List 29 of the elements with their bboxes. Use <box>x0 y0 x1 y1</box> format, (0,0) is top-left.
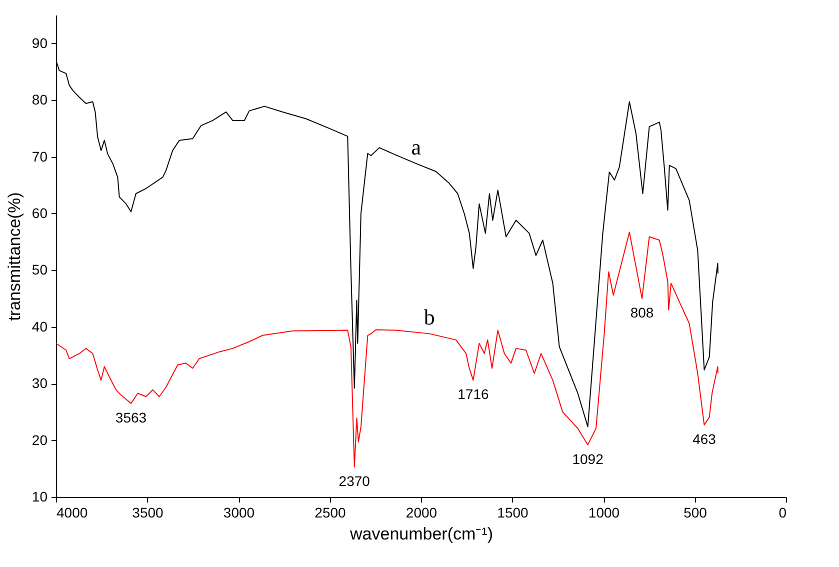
x-tick-label: 3000 <box>223 504 255 520</box>
annotation: 808 <box>630 304 654 321</box>
x-tick-label: 1000 <box>588 504 620 520</box>
y-tick-label: 30 <box>32 375 48 392</box>
y-tick-label: 40 <box>32 318 48 334</box>
x-tick-label: 2000 <box>406 504 438 520</box>
y-tick-label: 50 <box>32 262 48 278</box>
y-tick-label: 10 <box>32 488 48 504</box>
y-tick-label: 90 <box>32 34 48 51</box>
y-tick-label: 20 <box>32 432 48 448</box>
annotation: 1716 <box>458 386 489 402</box>
annotation: 2370 <box>338 472 370 489</box>
x-tick-label: 1500 <box>497 504 529 520</box>
x-tick-label: 4000 <box>56 504 88 520</box>
y-tick-label: 80 <box>32 92 48 108</box>
annotation: 463 <box>692 430 716 447</box>
annotation: a <box>411 134 422 160</box>
annotation: 3563 <box>115 409 147 426</box>
x-tick-label: 500 <box>684 504 708 520</box>
x-tick-label: 0 <box>778 504 787 520</box>
y-axis-title: transmittance(%) <box>4 192 24 321</box>
x-axis-title: wavenumber(cm⁻¹) <box>349 524 493 544</box>
annotation: 1092 <box>572 450 604 467</box>
annotation: b <box>424 304 435 330</box>
y-tick-label: 70 <box>32 148 48 164</box>
line-series <box>56 232 718 468</box>
x-tick-label: 2500 <box>314 504 346 520</box>
x-tick-label: 3500 <box>132 504 164 520</box>
y-tick-label: 60 <box>32 204 48 221</box>
